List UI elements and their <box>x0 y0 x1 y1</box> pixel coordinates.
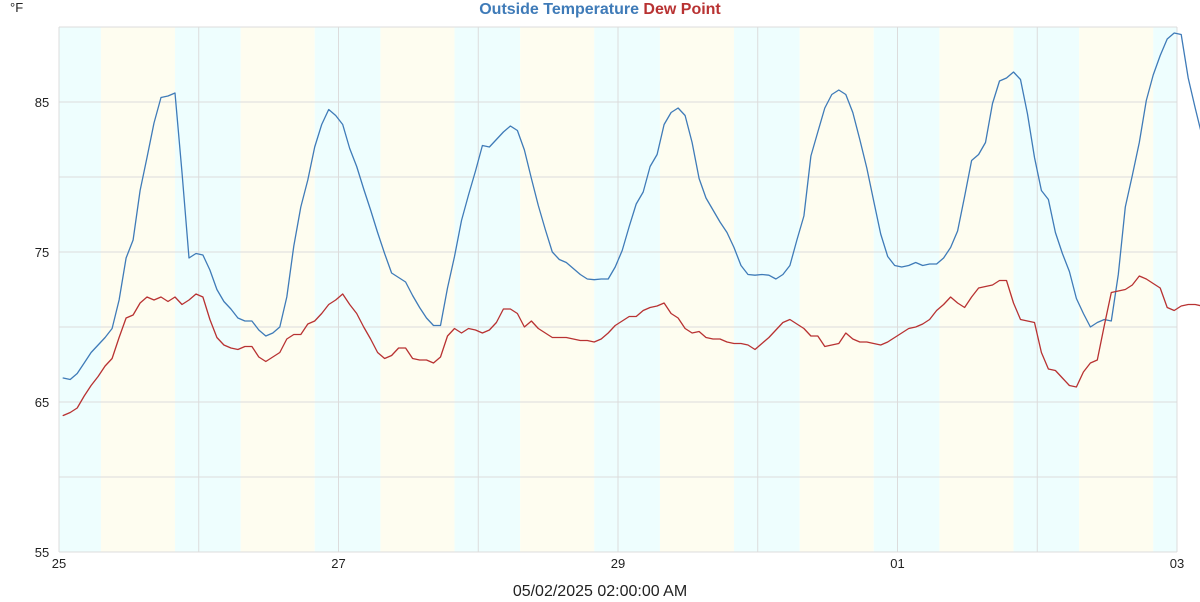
band-day-3 <box>240 27 315 552</box>
band-night-6 <box>454 27 521 552</box>
x-tick-label-29: 29 <box>611 556 625 571</box>
x-tick-label-03: 03 <box>1170 556 1184 571</box>
band-day-13 <box>939 27 1014 552</box>
footer-timestamp: 05/02/2025 02:00:00 AM <box>512 583 688 600</box>
band-night-0 <box>59 27 101 552</box>
band-day-1 <box>100 27 175 552</box>
band-day-5 <box>380 27 455 552</box>
series-line-outside-temperature <box>62 32 1200 381</box>
band-day-7 <box>520 27 595 552</box>
x-tick-label-25: 25 <box>52 556 66 571</box>
band-night-10 <box>733 27 800 552</box>
y-axis-unit-label: °F <box>10 0 24 15</box>
x-tick-label-01: 01 <box>890 556 904 571</box>
title-dew-point: Dew Point <box>643 1 721 18</box>
y-tick-label-85: 85 <box>35 95 49 110</box>
y-tick-label-55: 55 <box>35 545 49 560</box>
band-night-4 <box>314 27 381 552</box>
band-night-8 <box>594 27 660 552</box>
band-night-12 <box>873 27 940 552</box>
title-outside-temperature: Outside Temperature <box>479 1 639 18</box>
band-night-14 <box>1013 27 1080 552</box>
chart-title: Outside Temperature Dew Point <box>0 0 1200 20</box>
y-tick-label-65: 65 <box>35 395 49 410</box>
band-day-9 <box>659 27 734 552</box>
band-night-16 <box>1153 27 1177 552</box>
series-line-dew-point <box>62 275 1200 417</box>
x-tick-label-27: 27 <box>331 556 345 571</box>
band-day-11 <box>799 27 874 552</box>
band-night-2 <box>174 27 241 552</box>
y-tick-label-75: 75 <box>35 245 49 260</box>
